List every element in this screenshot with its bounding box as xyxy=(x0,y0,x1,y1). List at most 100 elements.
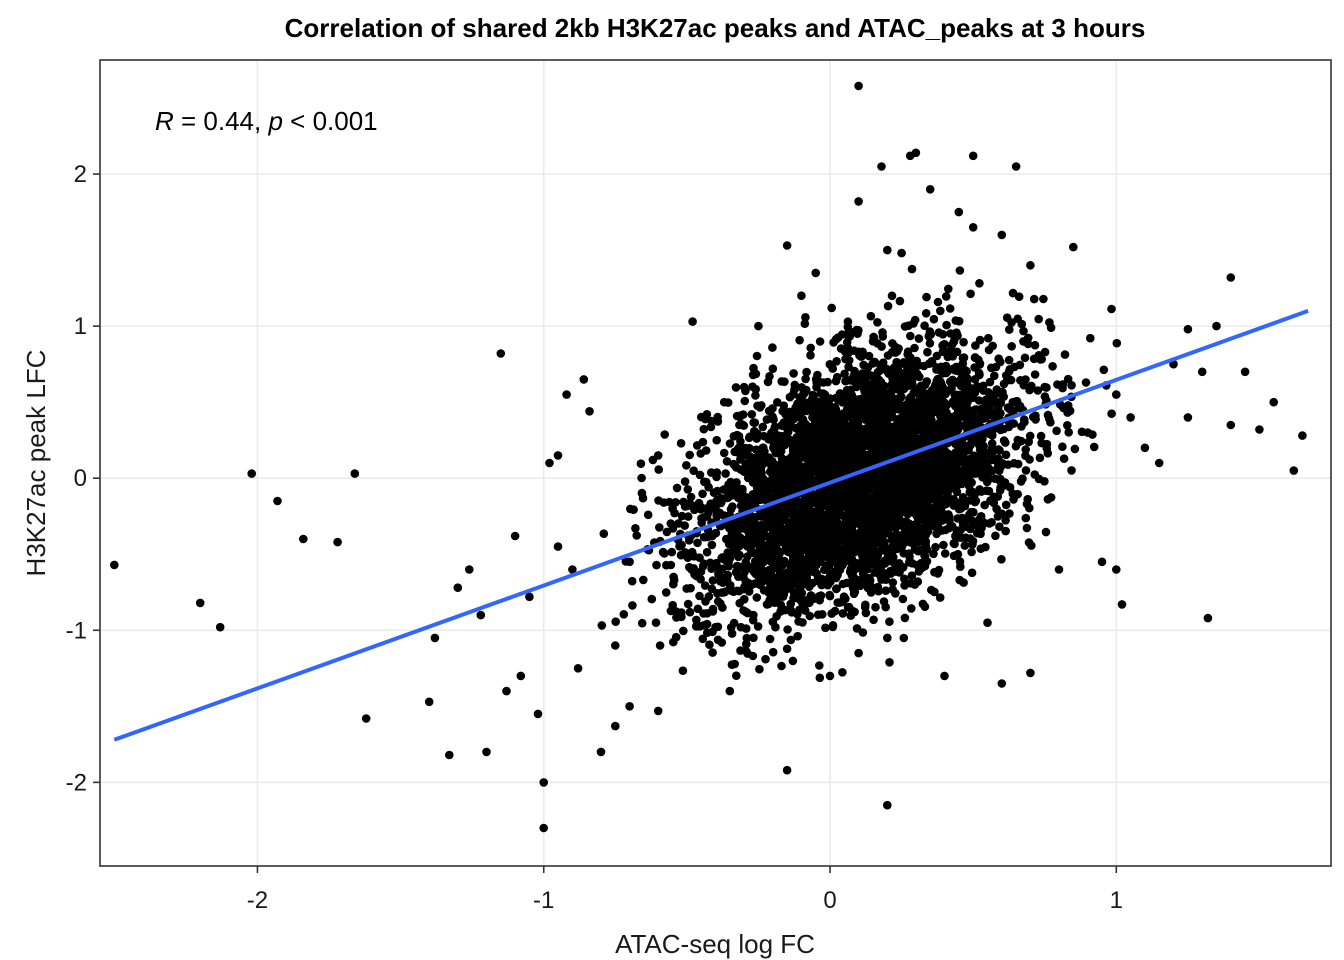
data-point xyxy=(775,549,784,558)
data-point xyxy=(788,656,798,666)
data-point xyxy=(898,530,908,540)
y-tick-label: -2 xyxy=(66,769,87,796)
data-point xyxy=(891,589,900,598)
data-point xyxy=(927,358,937,368)
data-point xyxy=(638,493,648,503)
data-point xyxy=(823,410,832,419)
data-point xyxy=(698,489,707,499)
data-point xyxy=(750,579,760,588)
data-point xyxy=(897,248,906,258)
data-point xyxy=(942,320,951,330)
data-point xyxy=(1203,613,1213,623)
data-point xyxy=(966,289,975,299)
data-point xyxy=(763,575,773,585)
data-point xyxy=(611,617,620,626)
data-point xyxy=(921,541,931,551)
data-point xyxy=(1021,466,1031,475)
data-point xyxy=(682,461,691,470)
data-point xyxy=(873,318,882,327)
data-point xyxy=(743,608,752,618)
data-point xyxy=(665,497,674,507)
data-point xyxy=(763,551,772,561)
data-point xyxy=(778,457,787,466)
data-point xyxy=(653,451,663,460)
data-point xyxy=(945,419,955,429)
data-point xyxy=(944,386,954,395)
data-point xyxy=(866,522,876,532)
data-point xyxy=(769,443,778,453)
data-point xyxy=(715,508,724,518)
data-point xyxy=(780,377,789,387)
data-point xyxy=(977,466,987,476)
data-point xyxy=(1064,428,1073,437)
data-point xyxy=(735,443,745,452)
data-point xyxy=(811,560,820,569)
x-tick-label: -1 xyxy=(533,887,554,914)
data-point xyxy=(970,405,980,414)
data-point xyxy=(917,495,926,504)
data-point xyxy=(958,493,968,502)
data-point xyxy=(699,424,709,434)
data-point xyxy=(850,530,860,540)
data-point xyxy=(661,588,671,597)
data-point xyxy=(955,266,965,275)
data-point xyxy=(850,476,859,486)
data-point xyxy=(949,451,958,461)
data-point xyxy=(735,598,744,608)
data-point xyxy=(825,591,835,601)
data-point xyxy=(687,547,697,557)
data-point xyxy=(1058,380,1068,389)
data-point xyxy=(958,353,968,363)
data-point xyxy=(759,443,768,453)
data-point xyxy=(950,459,960,468)
data-point xyxy=(977,453,987,462)
data-point xyxy=(840,428,849,437)
data-point xyxy=(832,436,842,445)
data-point xyxy=(795,514,804,523)
data-point xyxy=(1054,565,1064,574)
data-point xyxy=(1089,442,1099,452)
data-point xyxy=(795,605,804,615)
data-point xyxy=(965,510,974,519)
data-point xyxy=(653,706,663,716)
data-point xyxy=(902,408,912,417)
data-point xyxy=(801,313,810,322)
data-point xyxy=(813,370,822,380)
data-point xyxy=(933,297,943,307)
data-point xyxy=(911,148,921,158)
data-point xyxy=(1001,438,1010,447)
data-point xyxy=(725,439,735,448)
data-point xyxy=(953,331,962,341)
p-value: < 0.001 xyxy=(283,106,378,136)
data-point xyxy=(652,560,661,570)
data-point xyxy=(886,445,895,454)
data-point xyxy=(702,547,712,557)
data-point xyxy=(881,586,891,595)
data-point xyxy=(711,497,721,507)
data-point xyxy=(273,496,282,506)
data-point xyxy=(853,497,862,507)
data-point xyxy=(953,401,963,410)
data-point xyxy=(783,568,792,577)
data-point xyxy=(814,503,824,513)
data-point xyxy=(964,481,974,491)
data-point xyxy=(886,388,895,398)
data-point xyxy=(858,628,868,637)
data-point xyxy=(824,554,834,563)
data-point xyxy=(967,568,977,578)
data-point xyxy=(983,618,992,627)
data-point xyxy=(792,408,802,417)
data-point xyxy=(858,347,867,357)
data-point xyxy=(988,431,997,440)
data-point xyxy=(789,473,798,483)
data-point xyxy=(1043,449,1053,458)
data-point xyxy=(883,415,892,425)
data-point xyxy=(445,750,454,760)
data-point xyxy=(769,415,778,425)
data-point xyxy=(959,406,969,415)
data-point xyxy=(821,493,831,503)
data-point xyxy=(939,540,948,550)
data-point xyxy=(597,621,607,630)
data-point xyxy=(654,465,663,474)
data-point xyxy=(869,456,878,465)
